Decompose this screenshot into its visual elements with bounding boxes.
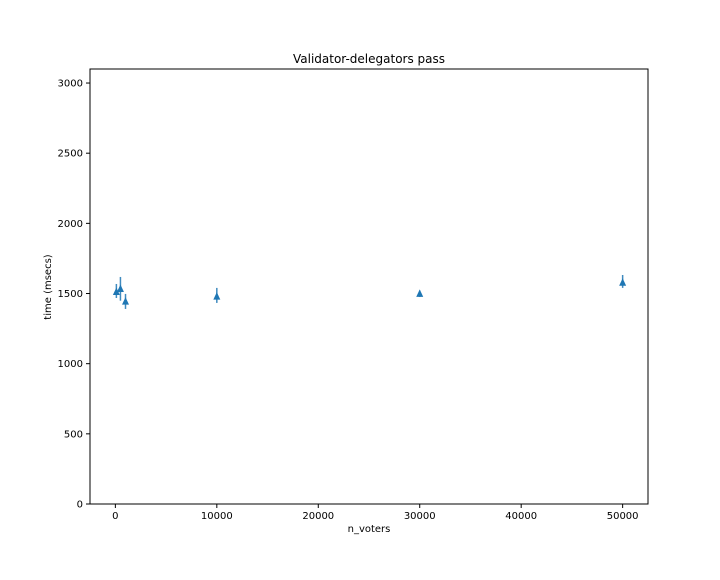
data-point — [619, 278, 627, 286]
data-point — [213, 292, 221, 300]
chart-title: Validator-delegators pass — [293, 52, 445, 66]
x-tick-label: 20000 — [302, 511, 334, 522]
y-tick-label: 2500 — [58, 149, 83, 160]
y-tick-label: 2000 — [58, 219, 83, 230]
y-axis-label: time (msecs) — [43, 254, 54, 319]
y-tick-label: 1500 — [58, 289, 83, 300]
x-axis-label: n_voters — [348, 524, 391, 535]
x-tick-label: 40000 — [505, 511, 537, 522]
data-point — [116, 284, 124, 293]
data-point — [416, 289, 424, 297]
y-tick-label: 0 — [77, 500, 83, 511]
y-tick-label: 1000 — [58, 359, 83, 370]
x-tick-label: 10000 — [201, 511, 233, 522]
y-tick-label: 500 — [64, 429, 83, 440]
data-point — [122, 297, 130, 305]
data-point — [112, 287, 120, 295]
x-tick-label: 30000 — [404, 511, 436, 522]
x-tick-label: 0 — [112, 511, 118, 522]
plot-frame — [89, 68, 649, 505]
x-tick-label: 50000 — [607, 511, 639, 522]
y-tick-label: 3000 — [58, 79, 83, 90]
